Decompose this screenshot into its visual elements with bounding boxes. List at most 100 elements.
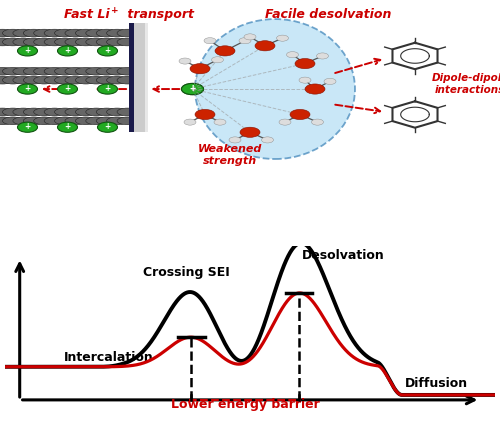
Ellipse shape <box>44 117 65 125</box>
Circle shape <box>262 137 274 143</box>
Ellipse shape <box>96 38 117 46</box>
Ellipse shape <box>86 108 106 116</box>
Ellipse shape <box>0 76 13 84</box>
Ellipse shape <box>34 117 54 125</box>
Ellipse shape <box>24 29 44 37</box>
Ellipse shape <box>54 117 76 125</box>
Ellipse shape <box>86 117 106 125</box>
Ellipse shape <box>24 76 44 84</box>
Circle shape <box>295 59 315 69</box>
Ellipse shape <box>44 76 65 84</box>
Ellipse shape <box>24 117 44 125</box>
Ellipse shape <box>96 29 117 37</box>
Ellipse shape <box>2 76 24 84</box>
Ellipse shape <box>13 67 34 75</box>
Circle shape <box>255 41 275 51</box>
Ellipse shape <box>86 76 106 84</box>
Ellipse shape <box>54 38 76 46</box>
Ellipse shape <box>76 76 96 84</box>
Text: +: + <box>24 46 30 55</box>
Ellipse shape <box>117 117 138 125</box>
Ellipse shape <box>13 38 34 46</box>
Ellipse shape <box>117 38 138 46</box>
Text: +: + <box>24 123 30 131</box>
Text: +: + <box>190 84 196 93</box>
Ellipse shape <box>2 38 24 46</box>
Text: Crossing SEI: Crossing SEI <box>143 266 230 279</box>
Ellipse shape <box>44 67 65 75</box>
Text: +: + <box>104 46 110 55</box>
Ellipse shape <box>13 76 34 84</box>
Ellipse shape <box>34 108 54 116</box>
Circle shape <box>299 77 311 83</box>
Ellipse shape <box>76 108 96 116</box>
Text: Lower energy barrier: Lower energy barrier <box>170 399 320 411</box>
Ellipse shape <box>54 29 76 37</box>
Circle shape <box>279 119 291 125</box>
Ellipse shape <box>106 38 128 46</box>
Text: +: + <box>110 6 118 15</box>
Circle shape <box>195 109 215 120</box>
Circle shape <box>18 46 38 56</box>
Circle shape <box>182 84 204 95</box>
Circle shape <box>212 57 224 63</box>
Ellipse shape <box>76 29 96 37</box>
Ellipse shape <box>0 29 13 37</box>
Ellipse shape <box>54 108 76 116</box>
Ellipse shape <box>13 117 34 125</box>
Ellipse shape <box>76 117 96 125</box>
Ellipse shape <box>2 117 24 125</box>
Text: +: + <box>104 84 110 93</box>
Circle shape <box>190 64 210 74</box>
Circle shape <box>98 122 117 132</box>
Circle shape <box>240 127 260 137</box>
Ellipse shape <box>0 108 13 116</box>
Ellipse shape <box>106 117 128 125</box>
Text: +: + <box>190 84 196 93</box>
Circle shape <box>214 119 226 125</box>
Ellipse shape <box>86 29 106 37</box>
Circle shape <box>179 58 191 64</box>
Ellipse shape <box>54 67 76 75</box>
Text: +: + <box>24 84 30 93</box>
Circle shape <box>215 46 235 56</box>
Circle shape <box>312 119 324 125</box>
Circle shape <box>204 38 216 44</box>
Ellipse shape <box>2 67 24 75</box>
Ellipse shape <box>65 76 86 84</box>
Ellipse shape <box>106 29 128 37</box>
Ellipse shape <box>76 38 96 46</box>
Circle shape <box>18 84 38 94</box>
Text: Diffusion: Diffusion <box>404 377 468 390</box>
Ellipse shape <box>0 67 13 75</box>
Ellipse shape <box>86 67 106 75</box>
Circle shape <box>58 122 78 132</box>
Circle shape <box>229 137 241 143</box>
Ellipse shape <box>65 29 86 37</box>
Ellipse shape <box>0 38 13 46</box>
Ellipse shape <box>96 76 117 84</box>
Circle shape <box>316 53 328 59</box>
Circle shape <box>290 109 310 120</box>
Circle shape <box>286 52 298 58</box>
Ellipse shape <box>13 108 34 116</box>
Text: +: + <box>64 84 70 93</box>
Text: Weakened
strength: Weakened strength <box>198 145 262 166</box>
Ellipse shape <box>44 108 65 116</box>
Ellipse shape <box>117 29 138 37</box>
Ellipse shape <box>65 67 86 75</box>
Ellipse shape <box>24 67 44 75</box>
Ellipse shape <box>13 29 34 37</box>
Ellipse shape <box>2 108 24 116</box>
Ellipse shape <box>34 67 54 75</box>
Circle shape <box>182 84 204 95</box>
Circle shape <box>58 84 78 94</box>
Ellipse shape <box>24 108 44 116</box>
Ellipse shape <box>34 29 54 37</box>
Text: +: + <box>64 46 70 55</box>
Circle shape <box>305 84 325 94</box>
Circle shape <box>98 84 117 94</box>
Bar <box>129 23 134 132</box>
Circle shape <box>276 35 288 41</box>
Ellipse shape <box>65 117 86 125</box>
